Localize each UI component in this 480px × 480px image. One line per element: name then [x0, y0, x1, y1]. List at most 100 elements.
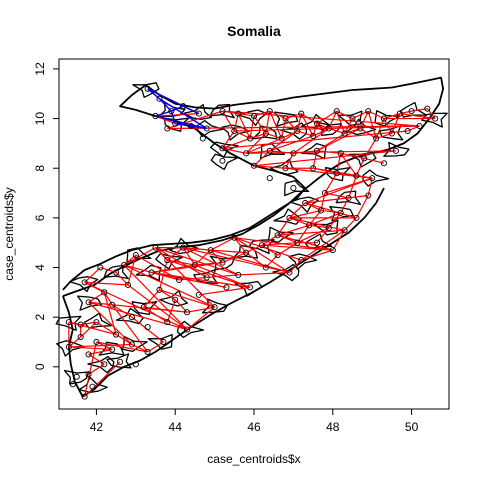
- centroid-point: [247, 284, 254, 291]
- centroid-point: [93, 319, 100, 326]
- centroid-point: [65, 343, 72, 350]
- centroid-point: [219, 157, 226, 164]
- neighbor-link: [269, 135, 314, 152]
- neighbor-link: [249, 115, 255, 139]
- centroid-point: [164, 125, 171, 132]
- centroid-point: [187, 122, 195, 130]
- neighbor-link: [123, 264, 215, 308]
- centroid-point: [345, 194, 352, 202]
- centroid-point: [156, 95, 163, 102]
- y-tick-label: 6: [33, 214, 47, 221]
- centroid-point: [191, 261, 198, 269]
- x-axis: 42 44 46 48 50: [90, 408, 419, 434]
- centroid-point: [207, 247, 214, 254]
- neighbor-link: [88, 363, 105, 375]
- centroid-point: [124, 281, 131, 288]
- centroid-point: [353, 214, 360, 221]
- neighbor-link: [123, 264, 188, 330]
- neighbor-link: [112, 304, 188, 313]
- centroid-point: [258, 242, 265, 249]
- x-tick-label: 48: [326, 420, 340, 434]
- centroid-point: [369, 175, 376, 182]
- centroid-point: [180, 244, 187, 251]
- centroid-point: [152, 244, 159, 251]
- neighbor-link: [88, 291, 105, 303]
- centroid-point: [266, 108, 273, 115]
- neighbor-link: [222, 147, 247, 154]
- neighbor-link: [359, 110, 369, 129]
- neighbor-link: [336, 110, 346, 134]
- centroid-point: [85, 351, 92, 358]
- neighbor-link: [234, 237, 302, 261]
- centroid-point: [306, 222, 313, 229]
- neighbor-link: [355, 195, 369, 219]
- neighbor-link: [159, 289, 215, 308]
- centroid-point: [168, 108, 175, 115]
- centroid-point: [89, 383, 96, 390]
- neighbor-link: [155, 113, 199, 117]
- centroid-points: [65, 85, 439, 400]
- neighbor-link: [312, 123, 318, 137]
- neighbor-link: [300, 113, 314, 137]
- boundary-line: [62, 76, 444, 297]
- centroid-point: [235, 110, 242, 117]
- district-boundary: [399, 101, 427, 118]
- x-tick-label: 46: [247, 420, 261, 434]
- centroid-point: [219, 259, 226, 266]
- neighbor-link: [155, 247, 208, 278]
- centroid-point: [290, 185, 297, 192]
- neighbor-link: [391, 113, 401, 134]
- centroid-point: [77, 321, 84, 328]
- neighbor-link: [155, 247, 239, 276]
- centroid-point: [65, 319, 72, 326]
- highlighted-link: [159, 98, 208, 130]
- neighbor-link: [269, 130, 298, 152]
- neighbor-link: [222, 252, 247, 264]
- centroid-point: [325, 125, 332, 132]
- centroid-point: [172, 120, 179, 127]
- centroid-point: [250, 162, 258, 169]
- neighbor-link: [68, 321, 117, 336]
- neighbor-link: [88, 301, 188, 331]
- centroid-point: [333, 170, 340, 177]
- neighbor-link: [198, 286, 251, 296]
- centroid-point: [313, 147, 321, 154]
- neighbor-link: [88, 301, 133, 345]
- neighbor-link: [234, 237, 333, 251]
- centroid-point: [286, 269, 293, 276]
- district-boundary: [121, 335, 148, 353]
- district-boundary: [147, 333, 173, 350]
- district-boundary: [159, 290, 189, 307]
- centroid-point: [341, 227, 348, 234]
- district-boundary: [209, 255, 236, 271]
- neighbor-link: [305, 194, 369, 204]
- neighbor-link: [332, 229, 346, 251]
- centroid-point: [247, 135, 254, 142]
- district-boundary: [272, 263, 300, 282]
- centroid-point: [117, 358, 124, 365]
- centroid-point: [396, 110, 403, 117]
- neighbor-link: [355, 158, 365, 176]
- district-boundary: [106, 353, 132, 369]
- centroid-point: [341, 130, 348, 137]
- centroid-point: [109, 346, 116, 353]
- centroid-point: [274, 232, 281, 239]
- neighbor-link: [285, 167, 373, 179]
- neighbor-link: [277, 224, 310, 236]
- neighbor-link: [399, 110, 412, 115]
- centroid-point: [310, 132, 317, 140]
- centroid-point: [298, 110, 305, 117]
- district-boundary: [251, 125, 278, 140]
- neighbor-link: [293, 128, 330, 154]
- district-boundary: [210, 153, 239, 171]
- centroid-point: [231, 234, 238, 241]
- district-boundary: [132, 82, 160, 98]
- district-boundary: [289, 196, 319, 213]
- neighbor-link: [245, 133, 267, 154]
- neighbor-link: [261, 244, 333, 251]
- neighbor-link: [296, 224, 310, 244]
- neighbor-link: [233, 237, 247, 253]
- neighbor-link: [316, 110, 338, 125]
- y-axis: 0 2 4 6 8 10 12: [33, 62, 60, 370]
- neighbor-link: [159, 289, 176, 301]
